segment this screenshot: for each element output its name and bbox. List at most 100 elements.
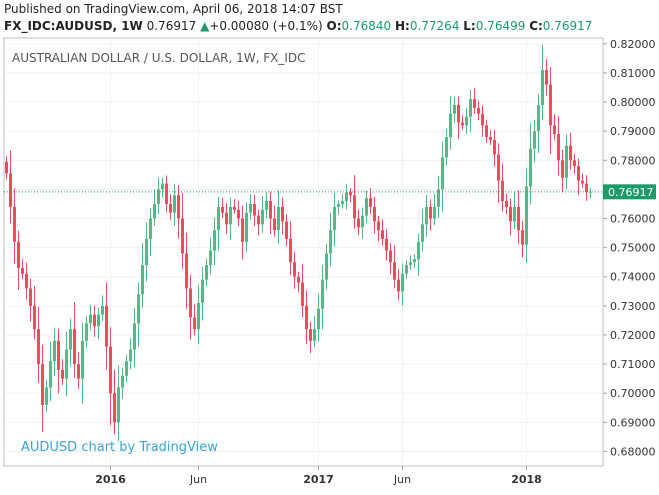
price-tick-label: 0.70000 [610, 387, 656, 400]
candle [113, 369, 116, 435]
candle-body [261, 209, 264, 225]
candle [533, 119, 536, 163]
candle [465, 108, 468, 134]
candle-body [437, 189, 440, 207]
candle-body [153, 203, 156, 219]
candle-body [77, 364, 80, 379]
candle-body [241, 218, 244, 242]
candle [577, 158, 580, 196]
candle-body [9, 173, 12, 207]
candle [221, 198, 224, 219]
candle-body [193, 317, 196, 330]
candle-body [237, 209, 240, 219]
candle [417, 233, 420, 276]
candle [373, 196, 376, 234]
up-arrow-icon: ▲ [200, 19, 210, 33]
candle [85, 315, 88, 349]
candle-body [13, 206, 16, 242]
candle-body [357, 218, 360, 228]
candle [369, 188, 372, 214]
candle-body [457, 104, 460, 123]
candle-body [397, 279, 400, 292]
candle-body [121, 375, 124, 388]
candle [53, 328, 56, 377]
candle [45, 380, 48, 413]
candle-body [253, 203, 256, 216]
candle-body [289, 238, 292, 263]
candle [485, 119, 488, 143]
candle-body [525, 186, 528, 245]
price-axis[interactable]: 0.68000 0.69000 0.70000 0.71000 0.72000 0.730… [603, 38, 656, 459]
candle-body [485, 125, 488, 137]
candle [197, 285, 200, 345]
candle-body [501, 180, 504, 202]
candle [425, 194, 428, 237]
candle-body [453, 104, 456, 114]
candle-body [21, 268, 24, 274]
candle-body [293, 262, 296, 277]
candle-body [93, 314, 96, 327]
time-axis[interactable]: 2016 Jun 2017 Jun 2018 [95, 466, 542, 486]
candle-body [257, 215, 260, 225]
price-tick-label: 0.81000 [610, 67, 656, 80]
candle [513, 192, 516, 229]
candle [265, 192, 268, 219]
candle-body [569, 145, 572, 161]
candle [177, 185, 180, 239]
last-price-tag-label: 0.76917 [608, 186, 654, 199]
candle [233, 199, 236, 214]
candle-body [165, 183, 168, 204]
candle [261, 195, 264, 233]
candle [497, 143, 500, 203]
candle-body [37, 329, 40, 365]
high-label: H: [394, 19, 410, 33]
candle [405, 260, 408, 279]
candle [165, 175, 168, 213]
watermark[interactable]: AUDUSD chart by TradingView [21, 440, 218, 455]
candle [297, 271, 300, 293]
candle-body [209, 250, 212, 266]
candle [81, 322, 84, 404]
candle [565, 134, 568, 190]
candle [201, 267, 204, 321]
last-price-tag: 0.76917 [603, 184, 656, 200]
candle [489, 130, 492, 145]
candle-body [489, 136, 492, 140]
time-tick-label: 2016 [95, 473, 126, 486]
candle [101, 295, 104, 321]
candle [449, 96, 452, 150]
last-value: 0.76917 [146, 19, 197, 33]
candle [5, 155, 8, 180]
candle-body [117, 387, 120, 423]
candle [433, 193, 436, 226]
candle-body [149, 218, 152, 239]
time-tick-label: Jun [393, 473, 411, 486]
candle [389, 243, 392, 275]
candle [309, 321, 312, 353]
candle [121, 367, 124, 399]
candle-body [521, 230, 524, 245]
low-value: 0.76499 [475, 19, 526, 33]
candle-body [173, 195, 176, 213]
candle-body [101, 305, 104, 315]
candle [57, 328, 60, 394]
candle-body [573, 160, 576, 167]
candle-body [585, 183, 588, 193]
candle-body [553, 125, 556, 135]
candle [581, 173, 584, 188]
time-tick-label: 2018 [511, 473, 542, 486]
candle [9, 150, 12, 224]
plot-area[interactable] [3, 37, 604, 467]
candle [589, 188, 592, 199]
candle-body [353, 195, 356, 219]
candle [169, 194, 172, 220]
change-value: +0.00080 (+0.1%) [209, 19, 323, 33]
candle [181, 193, 184, 269]
candle [353, 175, 356, 229]
candle [205, 258, 208, 287]
candle-body [33, 305, 36, 330]
price-tick-label: 0.74000 [610, 271, 656, 284]
candle [313, 316, 316, 348]
candle [341, 193, 344, 209]
